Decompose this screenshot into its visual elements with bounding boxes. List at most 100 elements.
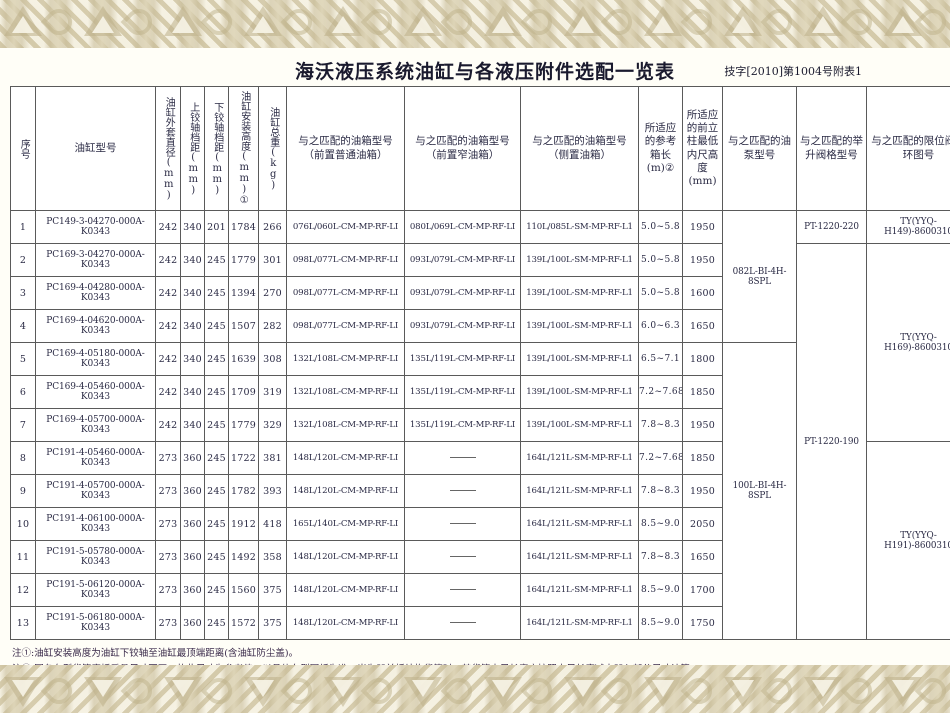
- cell-total-weight: 308: [258, 342, 287, 376]
- cell-tank-front-narrow: [404, 507, 521, 541]
- cell-upper-pin-distance: 340: [180, 210, 205, 244]
- worksheet: 海沃液压系统油缸与各液压附件选配一览表 技字[2010]第1004号附表1 序号…: [0, 48, 950, 684]
- cell-tank-front-normal: 132L/108L-CM-MP-RF-LI: [286, 375, 405, 409]
- cell-cylinder-model: PC191-5-06120-000A-K0343: [35, 573, 156, 607]
- col-header-tank-side-label: 与之匹配的油箱型号（侧置油箱）: [532, 135, 627, 161]
- cell-install-height: 1722: [228, 441, 259, 475]
- table-body: 1 PC149-3-04270-000A-K0343 242 340 201 1784 26…: [10, 210, 950, 640]
- cell-tank-front-normal: 098L/077L-CM-MP-RF-LI: [286, 276, 405, 310]
- cell-cylinder-model: PC191-5-05780-000A-K0343: [35, 540, 156, 574]
- cell-outer-diameter: 242: [155, 210, 181, 244]
- cell-lower-pin-distance: 201: [204, 210, 229, 244]
- cell-upper-pin-distance: 360: [180, 540, 205, 574]
- cell-box-length: 5.0~5.8: [638, 276, 683, 310]
- cell-lower-pin-distance: 245: [204, 573, 229, 607]
- cell-cylinder-model: PC169-4-05700-000A-K0343: [35, 408, 156, 442]
- cell-tank-front-normal: 148L/120L-CM-MP-RF-LI: [286, 606, 405, 640]
- cell-front-post-height: 1950: [682, 243, 723, 277]
- col-header-upper-pin-distance: 上铰轴档距(mm): [180, 86, 205, 211]
- cell-install-height: 1507: [228, 309, 259, 343]
- cell-box-length: 5.0~5.8: [638, 210, 683, 244]
- table-row: 5 PC169-4-05180-000A-K0343 242 340 245 1639 30…: [10, 342, 950, 640]
- col-header-tank-front-narrow: 与之匹配的油箱型号（前置窄油箱）: [404, 86, 521, 211]
- col-header-front-post-height-label: 所适应的前立柱最低内尺高度(mm): [686, 109, 719, 187]
- cell-tank-side: 139L/100L-SM-MP-RF-L1: [520, 309, 639, 343]
- cell-front-post-height: 1850: [682, 375, 723, 409]
- col-header-tank-side: 与之匹配的油箱型号（侧置油箱）: [520, 86, 639, 211]
- cell-index: 1: [10, 210, 36, 244]
- cell-box-length: 8.5~9.0: [638, 507, 683, 541]
- cell-upper-pin-distance: 360: [180, 573, 205, 607]
- cell-lower-pin-distance: 245: [204, 441, 229, 475]
- col-header-outer-diameter-label: 油缸外套直径(mm): [163, 96, 175, 201]
- cell-lower-pin-distance: 245: [204, 606, 229, 640]
- cell-box-length: 6.0~6.3: [638, 309, 683, 343]
- cell-lower-pin-distance: 245: [204, 309, 229, 343]
- cell-lift-valve-model: PT-1220-190: [796, 243, 867, 640]
- cell-tank-side: 110L/085L-SM-MP-RF-L1: [520, 210, 639, 244]
- cell-install-height: 1779: [228, 408, 259, 442]
- page-title: 海沃液压系统油缸与各液压附件选配一览表: [294, 61, 675, 83]
- col-header-install-height: 油缸安装高度(mm)①: [228, 86, 259, 211]
- cell-upper-pin-distance: 340: [180, 375, 205, 409]
- cell-tank-front-normal: 148L/120L-CM-MP-RF-LI: [286, 540, 405, 574]
- cell-tank-side: 164L/121L-SM-MP-RF-L1: [520, 441, 639, 475]
- cell-tank-front-narrow: 093L/079L-CM-MP-RF-LI: [404, 243, 521, 277]
- col-header-index-label: 序号: [18, 138, 30, 159]
- cell-limit-valve-drawing: TY(YYQ-H191)-8600310: [866, 441, 950, 640]
- col-header-box-length: 所适应的参考箱长(m)②: [638, 86, 683, 211]
- col-header-total-weight-label: 油缸总重(kg): [267, 106, 279, 191]
- cell-tank-side: 139L/100L-SM-MP-RF-L1: [520, 243, 639, 277]
- cell-outer-diameter: 273: [155, 540, 181, 574]
- empty-dash-icon: [449, 556, 476, 557]
- cell-front-post-height: 1700: [682, 573, 723, 607]
- ornament-pattern-bottom: [0, 665, 950, 713]
- cell-tank-front-narrow: 080L/069L-CM-MP-RF-LI: [404, 210, 521, 244]
- table-row: 9 PC191-4-05700-000A-K0343 273 360 245 1782 39…: [10, 474, 950, 508]
- cell-pump-model: 082L-BI-4H-8SPL: [722, 210, 797, 343]
- col-header-total-weight: 油缸总重(kg): [258, 86, 287, 211]
- table-row: 2 PC169-3-04270-000A-K0343 242 340 245 1779 30…: [10, 243, 950, 640]
- cell-cylinder-model: PC191-5-06180-000A-K0343: [35, 606, 156, 640]
- cell-outer-diameter: 242: [155, 309, 181, 343]
- cell-tank-front-narrow: 093L/079L-CM-MP-RF-LI: [404, 276, 521, 310]
- cell-front-post-height: 1950: [682, 210, 723, 244]
- cell-total-weight: 282: [258, 309, 287, 343]
- cell-total-weight: 381: [258, 441, 287, 475]
- footnote-1: 注①:油缸安装高度为油缸下铰轴至油缸最顶端距离(含油缸防尘盖)。: [12, 648, 299, 659]
- cell-total-weight: 319: [258, 375, 287, 409]
- col-header-lower-pin-distance: 下铰轴档距(mm): [204, 86, 229, 211]
- col-header-tank-front-normal-label: 与之匹配的油箱型号（前置普通油箱）: [298, 135, 393, 161]
- cell-install-height: 1639: [228, 342, 259, 376]
- spec-table: 序号 油缸型号 油缸外套直径(mm) 上铰轴档距(mm) 下铰轴档距(mm) 油…: [10, 86, 950, 640]
- cell-index: 12: [10, 573, 36, 607]
- cell-tank-front-normal: 148L/120L-CM-MP-RF-LI: [286, 573, 405, 607]
- cell-tank-front-narrow: [404, 441, 521, 475]
- empty-dash-icon: [449, 457, 476, 458]
- col-header-upper-pin-distance-label: 上铰轴档距(mm): [187, 101, 199, 196]
- cell-total-weight: 301: [258, 243, 287, 277]
- cell-front-post-height: 1650: [682, 309, 723, 343]
- cell-install-height: 1779: [228, 243, 259, 277]
- col-header-lift-valve-model: 与之匹配的举升阀格型号: [796, 86, 867, 211]
- cell-cylinder-model: PC149-3-04270-000A-K0343: [35, 210, 156, 244]
- cell-outer-diameter: 242: [155, 408, 181, 442]
- cell-cylinder-model: PC169-4-04280-000A-K0343: [35, 276, 156, 310]
- col-header-lift-valve-model-label: 与之匹配的举升阀格型号: [800, 135, 863, 161]
- cell-front-post-height: 1600: [682, 276, 723, 310]
- cell-tank-front-normal: 148L/120L-CM-MP-RF-LI: [286, 441, 405, 475]
- cell-install-height: 1782: [228, 474, 259, 508]
- title-bar: 海沃液压系统油缸与各液压附件选配一览表 技字[2010]第1004号附表1: [0, 48, 950, 86]
- cell-total-weight: 418: [258, 507, 287, 541]
- cell-install-height: 1572: [228, 606, 259, 640]
- cell-tank-front-normal: 165L/140L-CM-MP-RF-LI: [286, 507, 405, 541]
- cell-lower-pin-distance: 245: [204, 540, 229, 574]
- cell-front-post-height: 2050: [682, 507, 723, 541]
- cell-outer-diameter: 273: [155, 441, 181, 475]
- cell-index: 10: [10, 507, 36, 541]
- cell-lower-pin-distance: 245: [204, 474, 229, 508]
- table-row: 12 PC191-5-06120-000A-K0343 273 360 245 1560 3…: [10, 573, 950, 607]
- cell-total-weight: 358: [258, 540, 287, 574]
- cell-install-height: 1784: [228, 210, 259, 244]
- cell-box-length: 8.5~9.0: [638, 606, 683, 640]
